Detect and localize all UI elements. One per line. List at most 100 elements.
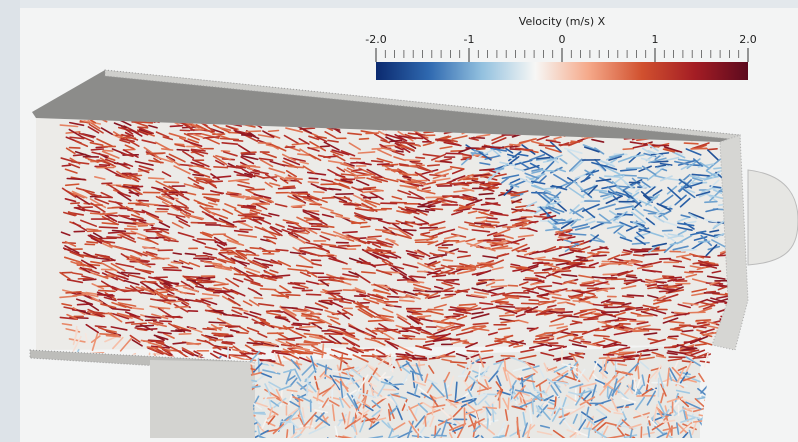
velocity-vector [497,301,508,302]
velocity-vector [185,254,195,255]
velocity-vector [709,149,717,150]
velocity-vector [175,307,188,308]
velocity-vector [643,254,658,255]
velocity-vector [557,312,573,313]
velocity-vector [369,320,384,321]
velocity-vector [497,306,515,307]
velocity-vector [242,207,256,208]
velocity-vector [485,227,495,228]
velocity-vector [461,159,470,160]
velocity-vector [400,297,410,298]
velocity-vector [282,352,300,353]
velocity-vector [593,255,606,256]
velocity-vector [500,315,514,316]
velocity-vector [260,289,275,290]
velocity-vector [714,168,722,169]
velocity-vector [146,231,161,232]
velocity-vector [566,410,577,411]
velocity-vector [352,222,367,223]
velocity-vector [242,353,253,354]
colorbar-tick-label: -2.0 [365,33,386,46]
velocity-vector [403,230,416,231]
velocity-vector [386,169,399,170]
velocity-vector [573,301,590,302]
velocity-vector [221,138,239,139]
velocity-vector [432,435,447,436]
velocity-vector [292,231,305,232]
velocity-vector [308,182,318,183]
velocity-vector [634,251,647,252]
velocity-vector [149,340,164,341]
velocity-vector [459,304,475,305]
velocity-vector [160,321,171,322]
velocity-vector [95,313,104,314]
velocity-vector [476,217,487,218]
velocity-vector [254,298,262,299]
velocity-vector [300,247,315,248]
velocity-vector [684,143,698,144]
velocity-vector [187,280,195,281]
velocity-vector [238,196,249,197]
velocity-vector [397,142,414,143]
velocity-vector [125,229,138,230]
velocity-vector [483,407,496,408]
velocity-vector [286,178,303,179]
velocity-vector [459,376,468,377]
velocity-vector [632,380,633,389]
velocity-vector [247,206,255,207]
velocity-vector [70,148,80,149]
velocity-vector [99,290,115,291]
velocity-vector [261,276,269,277]
velocity-vector [107,237,121,238]
colorbar-tick-label: -1 [464,33,475,46]
velocity-vector [545,188,554,189]
velocity-vector [149,178,164,179]
velocity-vector [203,194,220,195]
velocity-vector [678,250,693,251]
velocity-vector [365,251,381,252]
velocity-vector [584,319,598,320]
velocity-vector [597,222,611,223]
velocity-vector [486,221,499,222]
velocity-vector [361,226,370,227]
velocity-vector [403,212,411,213]
velocity-vector [213,347,225,348]
velocity-vector [359,139,368,140]
velocity-vector [516,250,526,251]
velocity-vector [451,339,460,340]
velocity-vector [354,170,362,171]
velocity-vector [132,323,146,324]
velocity-vector [144,229,156,230]
velocity-vector [527,312,537,313]
velocity-vector [184,277,199,278]
velocity-vector [570,248,581,249]
visualization: Velocity (m/s) X -2.0-1012.0 [0,0,798,442]
velocity-vector [364,197,378,198]
velocity-vector [104,276,115,277]
velocity-vector [222,151,230,152]
velocity-vector [487,419,488,429]
velocity-vector [493,404,494,421]
velocity-vector [537,286,552,287]
velocity-vector [454,314,464,315]
velocity-vector [214,167,227,168]
velocity-vector [329,298,341,299]
colorbar [376,62,748,80]
colorbar-tick-label: 2.0 [739,33,757,46]
velocity-vector [688,312,705,313]
velocity-vector [425,417,426,426]
velocity-vector [529,222,537,223]
velocity-vector [656,282,666,283]
velocity-vector [95,326,105,327]
velocity-vector [126,322,134,323]
velocity-vector [288,283,299,284]
velocity-vector [314,192,324,193]
velocity-vector [505,360,506,371]
velocity-vector [286,295,300,296]
velocity-vector [139,122,152,123]
velocity-vector [378,164,389,165]
velocity-vector [247,254,259,255]
velocity-vector [293,311,306,312]
colorbar-title: Velocity (m/s) X [519,15,606,28]
velocity-vector [445,294,455,295]
